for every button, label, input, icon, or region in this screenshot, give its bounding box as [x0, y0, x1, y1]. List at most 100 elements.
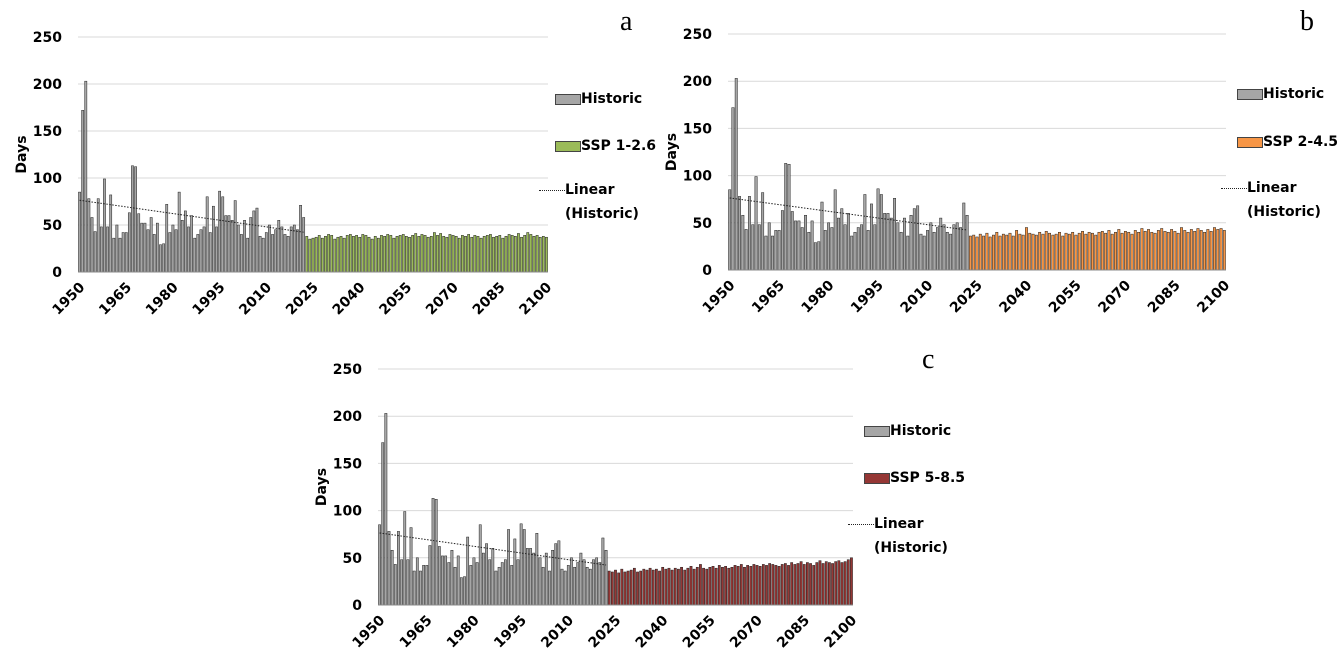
- bar: [1021, 234, 1025, 271]
- legend-item: Linear (Historic): [848, 516, 954, 560]
- bar: [1054, 233, 1058, 271]
- bar: [830, 227, 834, 271]
- y-axis-label: Days: [14, 135, 30, 173]
- y-tick-label: 0: [702, 263, 712, 279]
- bar: [84, 80, 88, 273]
- bar: [299, 205, 302, 273]
- bar: [131, 165, 134, 273]
- bar: [538, 557, 542, 606]
- bar: [734, 78, 738, 271]
- x-tick-label: 2025: [947, 278, 986, 317]
- bar: [280, 226, 284, 273]
- bar: [258, 236, 262, 273]
- bar: [171, 224, 175, 273]
- bar: [1114, 231, 1117, 271]
- bar: [227, 215, 231, 273]
- y-tick-label: 250: [33, 30, 62, 46]
- bar: [473, 235, 477, 273]
- bar: [783, 563, 787, 606]
- x-tick-label: 1965: [397, 613, 436, 652]
- bar: [417, 236, 421, 273]
- bar: [809, 563, 812, 606]
- bar: [339, 236, 343, 273]
- bar: [610, 571, 614, 606]
- bar: [324, 236, 327, 273]
- bar: [212, 205, 215, 273]
- bar: [529, 234, 533, 273]
- bar: [497, 566, 501, 606]
- y-tick-label: 200: [33, 77, 62, 93]
- bar: [639, 570, 643, 606]
- legend-swatch: [555, 94, 581, 105]
- panel-label: c: [922, 344, 934, 375]
- bar: [215, 226, 218, 273]
- bar: [853, 231, 857, 271]
- bar: [799, 561, 803, 606]
- bar: [702, 567, 705, 606]
- bar: [912, 208, 916, 271]
- bar: [146, 229, 150, 273]
- bar: [414, 233, 418, 273]
- bar: [883, 213, 887, 271]
- bar: [1186, 231, 1190, 271]
- bar: [768, 563, 772, 606]
- bar: [196, 234, 200, 273]
- legend-line: [848, 524, 874, 525]
- y-tick-label: 150: [33, 124, 62, 140]
- bar: [626, 570, 630, 606]
- bar: [271, 234, 274, 273]
- bar: [730, 566, 734, 606]
- bar: [939, 217, 943, 271]
- bar: [1064, 232, 1068, 271]
- bar: [744, 229, 748, 271]
- bar: [840, 208, 844, 271]
- bar: [1081, 231, 1084, 271]
- bar: [607, 570, 611, 606]
- x-tick-label: 2085: [470, 280, 509, 319]
- bar: [929, 222, 933, 271]
- x-tick-label: 2010: [236, 279, 275, 318]
- bar: [909, 214, 913, 271]
- bar: [632, 567, 636, 606]
- y-tick-label: 150: [333, 456, 362, 472]
- bar: [143, 222, 147, 273]
- y-axis-label: Days: [314, 468, 330, 506]
- x-tick-label: 2100: [821, 612, 860, 651]
- bar: [899, 231, 903, 271]
- bar: [103, 178, 106, 273]
- bar: [1051, 234, 1055, 271]
- bar: [330, 235, 334, 273]
- x-tick-label: 2100: [516, 279, 555, 318]
- bar: [757, 224, 761, 271]
- bar: [879, 194, 883, 271]
- bar: [292, 224, 296, 273]
- bar: [513, 538, 517, 606]
- bar: [485, 235, 489, 273]
- bar: [392, 237, 396, 273]
- bar: [463, 576, 466, 606]
- bar: [246, 237, 250, 273]
- x-tick-label: 2100: [1194, 277, 1233, 316]
- panel-label: b: [1300, 6, 1314, 37]
- bar: [517, 233, 520, 273]
- legend-swatch: [1237, 137, 1263, 148]
- bar: [692, 568, 696, 606]
- bar: [492, 236, 495, 273]
- bar: [1018, 233, 1022, 271]
- bar: [1008, 232, 1012, 271]
- bar: [1061, 235, 1065, 271]
- x-tick-label: 2055: [680, 613, 719, 652]
- legend-label: Linear (Historic): [1247, 180, 1321, 220]
- x-tick-label: 1995: [190, 280, 229, 319]
- bar: [935, 227, 939, 271]
- bar: [106, 226, 109, 273]
- bar: [1153, 232, 1157, 271]
- bar: [535, 235, 539, 273]
- bar: [755, 565, 759, 606]
- bar: [667, 567, 671, 606]
- bar: [548, 570, 551, 606]
- bar: [1127, 231, 1131, 271]
- bar: [541, 566, 545, 606]
- bar: [311, 237, 315, 273]
